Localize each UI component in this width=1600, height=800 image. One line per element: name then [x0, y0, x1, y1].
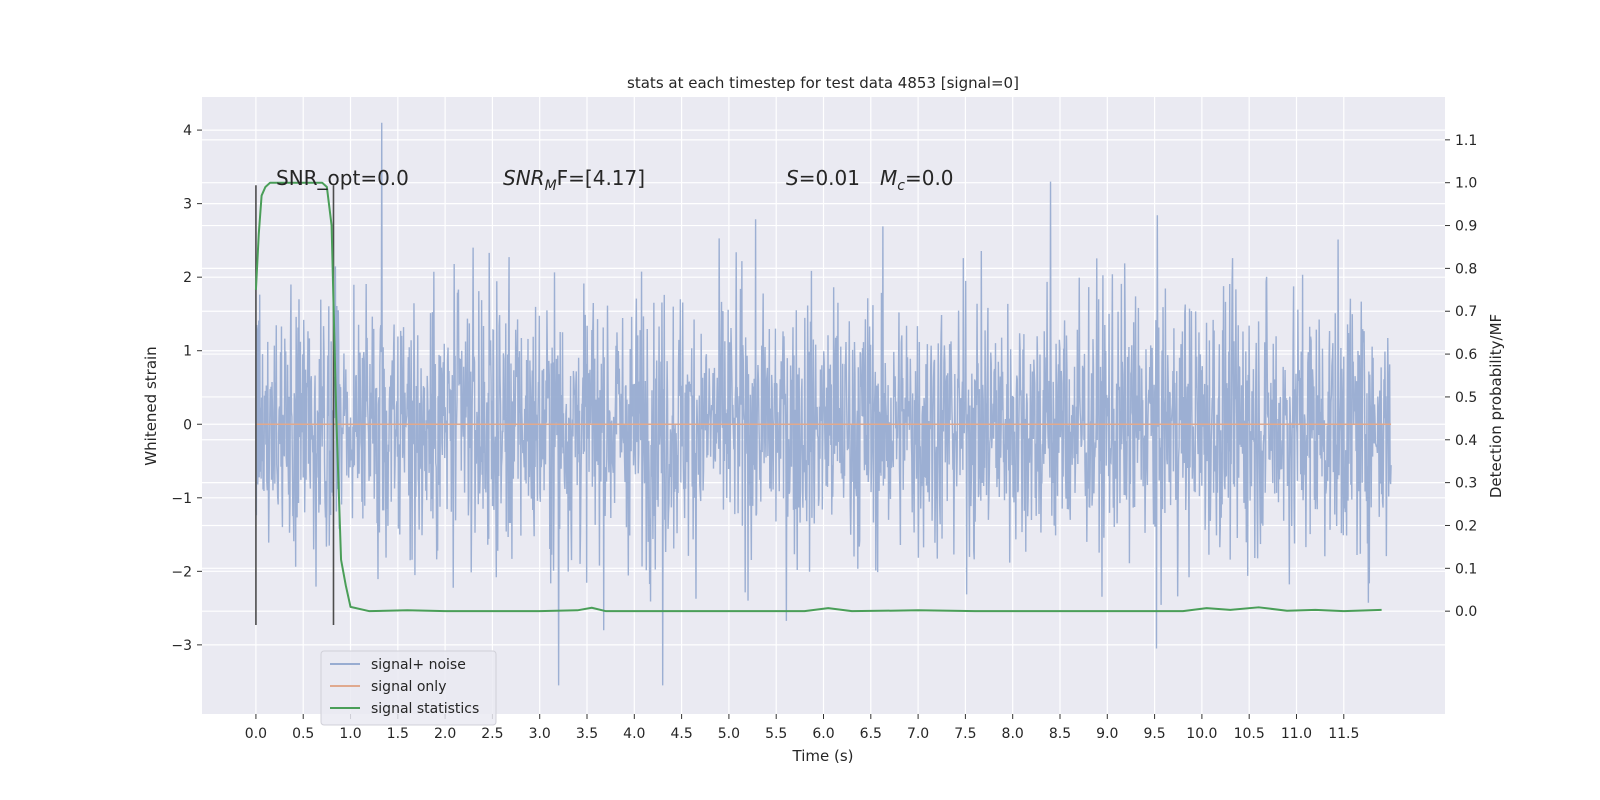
y-left-tick-label-7: −3	[171, 638, 192, 654]
x-tick-label-23: 11.5	[1328, 726, 1359, 742]
annotation-mc-stat-pre: M	[880, 166, 897, 190]
vertical-markers	[255, 185, 335, 626]
y-left-tick-label-3: 1	[183, 344, 192, 360]
y-right-tick-label-1: 1.0	[1455, 176, 1477, 192]
x-tick-label-6: 3.0	[529, 726, 551, 742]
y-right-tick-label-8: 0.3	[1455, 476, 1477, 492]
annotation-s-stat: S=0.01	[786, 166, 860, 190]
y-left-tick-label-1: 3	[183, 197, 192, 213]
annotation-s-stat-post: =0.01	[799, 166, 860, 190]
y-right-tick-label-9: 0.2	[1455, 518, 1477, 534]
series-signal-statistics-layer	[254, 181, 1382, 613]
x-tick-label-19: 9.5	[1143, 726, 1165, 742]
y-right-tick-label-10: 0.1	[1455, 561, 1477, 577]
x-tick-label-5: 2.5	[481, 726, 503, 742]
annotation-snr-opt: SNR_opt=0.0	[276, 166, 409, 190]
y-axis-right-label: Detection probability/MF	[1487, 314, 1505, 498]
x-tick-label-20: 10.0	[1186, 726, 1217, 742]
annotation-snr-mf: SNRMF=[4.17]	[503, 166, 645, 194]
x-tick-label-12: 6.0	[812, 726, 834, 742]
y-right-tick-label-5: 0.6	[1455, 347, 1477, 363]
x-axis-label: Time (s)	[792, 747, 854, 765]
y-right-tick-label-3: 0.8	[1455, 261, 1477, 277]
x-tick-label-22: 11.0	[1281, 726, 1312, 742]
y-right-tick-label-2: 0.9	[1455, 219, 1477, 235]
legend-label-signal-noise: signal+ noise	[371, 657, 466, 673]
x-tick-label-14: 7.0	[907, 726, 929, 742]
y-axis-left-ticks: 4 3 2 1 0 −1 −2 −3	[171, 123, 202, 654]
legend: signal+ noise signal only signal statist…	[320, 650, 497, 726]
legend-label-signal-only: signal only	[371, 679, 446, 695]
legend-label-signal-statistics: signal statistics	[371, 701, 479, 717]
x-tick-label-9: 4.5	[670, 726, 692, 742]
annotations: SNR_opt=0.0 SNRMF=[4.17] S=0.01 Mc=0.0	[276, 166, 954, 194]
series-signal-statistics	[254, 181, 1382, 613]
x-tick-label-15: 7.5	[954, 726, 976, 742]
y-left-tick-label-5: −1	[171, 491, 192, 507]
x-tick-label-10: 5.0	[718, 726, 740, 742]
x-tick-label-2: 1.0	[339, 726, 361, 742]
x-tick-label-1: 0.5	[292, 726, 314, 742]
y-right-tick-label-11: 0.0	[1455, 604, 1477, 620]
x-tick-label-17: 8.5	[1049, 726, 1071, 742]
x-tick-label-11: 5.5	[765, 726, 787, 742]
x-tick-label-4: 2.0	[434, 726, 456, 742]
y-right-tick-label-4: 0.7	[1455, 304, 1477, 320]
annotation-snr-mf-sub: M	[545, 178, 557, 194]
x-tick-label-0: 0.0	[245, 726, 267, 742]
y-left-tick-label-2: 2	[183, 270, 192, 286]
x-tick-label-18: 9.0	[1096, 726, 1118, 742]
y-axis-left-label: Whitened strain	[142, 346, 160, 465]
y-right-tick-label-7: 0.4	[1455, 433, 1477, 449]
annotation-mc-stat-post: =0.0	[905, 166, 954, 190]
annotation-snr-mf-pre: SNR	[503, 166, 545, 190]
x-axis-ticks: 0.0 0.5 1.0 1.5 2.0 2.5 3.0 3.5 4.0 4.5 5.0 5.5 6.0 6…	[245, 714, 1359, 742]
y-right-tick-label-0: 1.1	[1455, 133, 1477, 149]
y-axis-right-ticks: 1.1 1.0 0.9 0.8 0.7 0.6 0.5 0.4 0.3 0.2 0.1 0.0	[1445, 133, 1477, 620]
y-left-tick-label-6: −2	[171, 564, 192, 580]
annotation-s-stat-pre: S	[786, 166, 799, 190]
annotation-snr-mf-post: F=[4.17]	[557, 166, 645, 190]
series-signal-noise-line	[255, 122, 1392, 686]
y-left-tick-label-0: 4	[183, 123, 192, 139]
annotation-mc-stat: Mc=0.0	[880, 166, 954, 194]
annotation-mc-stat-sub: c	[897, 178, 905, 194]
x-tick-label-13: 6.5	[860, 726, 882, 742]
x-tick-label-7: 3.5	[576, 726, 598, 742]
x-tick-label-8: 4.0	[623, 726, 645, 742]
chart-title: stats at each timestep for test data 485…	[627, 74, 1019, 92]
x-tick-label-16: 8.0	[1002, 726, 1024, 742]
legend-box	[320, 650, 497, 726]
x-tick-label-3: 1.5	[387, 726, 409, 742]
y-left-tick-label-4: 0	[183, 417, 192, 433]
series-signal-noise	[255, 122, 1392, 686]
x-tick-label-21: 10.5	[1234, 726, 1265, 742]
y-right-tick-label-6: 0.5	[1455, 390, 1477, 406]
